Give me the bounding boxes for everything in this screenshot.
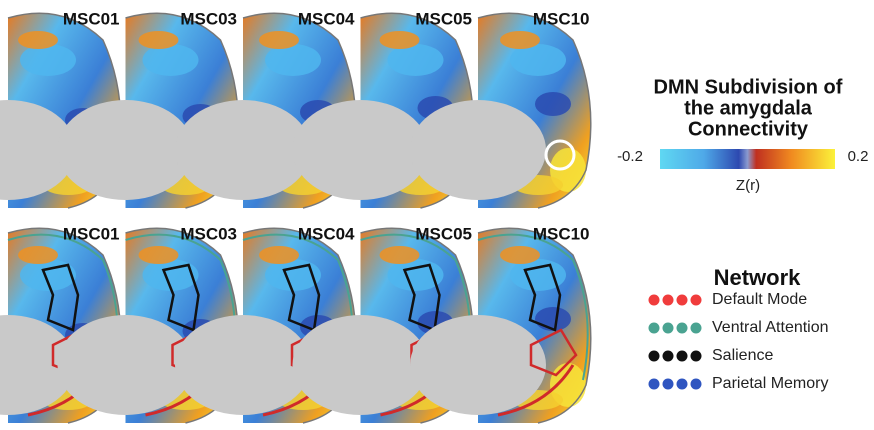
activation-blob [259, 31, 299, 49]
activation-blob [259, 246, 299, 264]
activation-blob [20, 259, 76, 291]
legend-label: Ventral Attention [712, 319, 829, 336]
activation-blob [500, 31, 540, 49]
legend-dot [691, 295, 702, 306]
legend-label: Parietal Memory [712, 375, 828, 392]
activation-blob [265, 44, 321, 76]
legend-dot [649, 323, 660, 334]
legend-label: Salience [712, 347, 773, 364]
legend-dot [677, 295, 688, 306]
legend-dot [649, 295, 660, 306]
subject-label: MSC01 [63, 224, 120, 243]
activation-blob [143, 44, 199, 76]
legend-dot [663, 295, 674, 306]
activation-blob [380, 31, 420, 49]
legend-dot [677, 323, 688, 334]
subject-label: MSC04 [298, 9, 355, 28]
activation-blob [380, 246, 420, 264]
colorbar-legend: DMN Subdivision of the amygdala Connecti… [617, 76, 868, 194]
legend-dot [677, 379, 688, 390]
colorbar-min: -0.2 [617, 148, 643, 165]
colorbar-title: the amygdala [684, 97, 813, 119]
legend-title: Network [714, 265, 802, 290]
figure: MSC01 MSC03 MSC04 MSC05 MSC10 MSC01 MSC03 MSC04… [0, 0, 874, 430]
activation-blob [18, 246, 58, 264]
activation-blob [20, 44, 76, 76]
activation-blob [139, 31, 179, 49]
legend-dot [663, 323, 674, 334]
colorbar-title: DMN Subdivision of [654, 76, 843, 98]
panels: MSC01 MSC03 MSC04 MSC05 MSC10 MSC01 MSC03 MSC04… [0, 9, 591, 423]
network-legend: Network Default Mode Ventral Attention Sal… [649, 265, 829, 392]
legend-dot [663, 379, 674, 390]
subcortex [58, 100, 194, 200]
subcortex [175, 100, 311, 200]
subcortex [175, 315, 311, 415]
activation-blob [139, 246, 179, 264]
legend-dot [663, 351, 674, 362]
subcortex [410, 100, 546, 200]
legend-dot [691, 351, 702, 362]
subject-label: MSC03 [180, 9, 237, 28]
subcortex [410, 315, 546, 415]
activation-blob [535, 307, 571, 331]
subject-label: MSC01 [63, 9, 120, 28]
activation-blob [18, 31, 58, 49]
subject-label: MSC04 [298, 224, 355, 243]
legend-dot [649, 351, 660, 362]
legend-dot [677, 351, 688, 362]
colorbar-max: 0.2 [848, 148, 869, 165]
colorbar [660, 149, 835, 169]
legend-dot [691, 379, 702, 390]
legend-dot [649, 379, 660, 390]
subcortex [293, 100, 429, 200]
legend-dot [691, 323, 702, 334]
subject-label: MSC10 [533, 224, 590, 243]
activation-blob [535, 92, 571, 116]
colorbar-title: Connectivity [688, 118, 809, 140]
subject-label: MSC10 [533, 9, 590, 28]
subject-label: MSC05 [415, 224, 472, 243]
legend-label: Default Mode [712, 291, 807, 308]
subcortex [293, 315, 429, 415]
colorbar-axis-label: Z(r) [736, 177, 760, 194]
activation-blob [500, 246, 540, 264]
subject-label: MSC05 [415, 9, 472, 28]
subject-label: MSC03 [180, 224, 237, 243]
